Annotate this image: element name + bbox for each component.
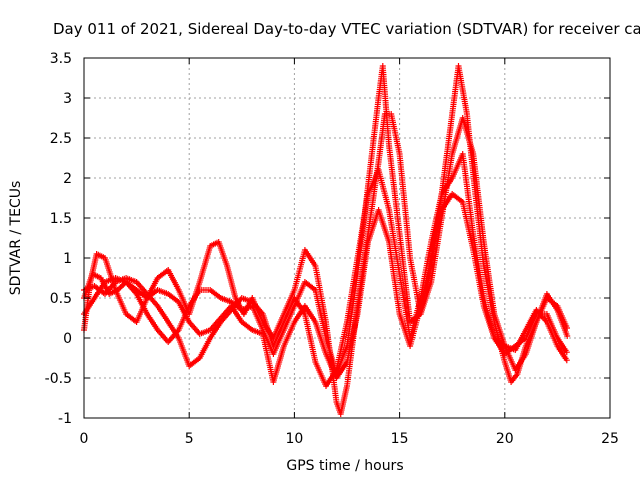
y-tick-label: 0 [63, 331, 72, 347]
series-markers [81, 111, 570, 417]
x-tick-label: 5 [185, 431, 194, 447]
y-tick-label: -0.5 [45, 371, 72, 387]
y-axis-label: SDTVAR / TECUs [8, 181, 24, 296]
y-tick-label: 1 [63, 251, 72, 267]
y-tick-label: 2 [63, 171, 72, 187]
x-tick-label: 20 [496, 431, 514, 447]
series-2 [81, 63, 571, 385]
chart-title: Day 011 of 2021, Sidereal Day-to-day VTE… [53, 20, 640, 38]
y-tick-label: 3.5 [50, 51, 72, 67]
axis-ticks: 0 5 10 15 20 25 -1 -0.5 0 0.5 1 1.5 2 2.5 3 3.5 [45, 51, 619, 447]
y-tick-label: 2.5 [50, 131, 72, 147]
data-series [81, 63, 571, 417]
series-markers [81, 63, 571, 385]
plot-frame [83, 57, 611, 419]
y-tick-label: -1 [58, 411, 72, 427]
y-tick-label: 3 [63, 91, 72, 107]
y-tick-label: 0.5 [50, 291, 72, 307]
y-tick-label: 1.5 [50, 211, 72, 227]
x-tick-label: 15 [391, 431, 409, 447]
x-axis-label: GPS time / hours [286, 458, 403, 474]
series-1 [81, 111, 570, 417]
x-tick-label: 10 [285, 431, 303, 447]
x-tick-label: 25 [601, 431, 619, 447]
x-tick-label: 0 [80, 431, 89, 447]
